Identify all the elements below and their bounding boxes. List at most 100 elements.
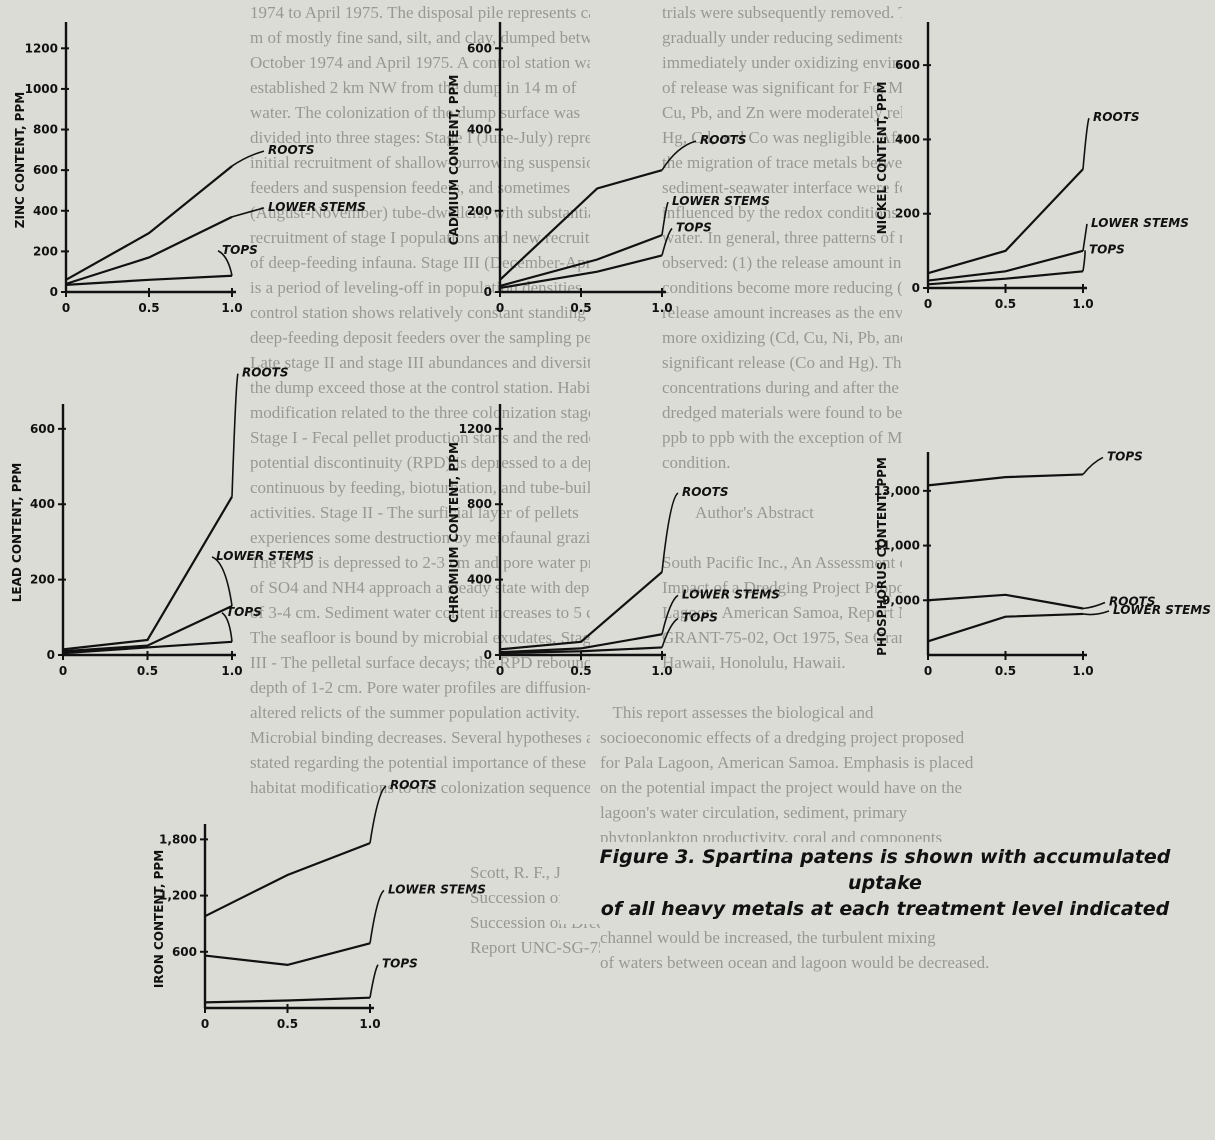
- lead-x-tick-label: 0.5: [137, 664, 158, 678]
- lead-y-tick-label: 400: [30, 497, 55, 511]
- lead-y-tick-label: 200: [30, 573, 55, 587]
- chromium-series-roots-pointer: [661, 492, 679, 573]
- cadmium-x-tick-label: 0.5: [570, 301, 591, 315]
- document-page: 1974 to April 1975. The disposal pile re…: [10, 3, 1211, 1031]
- phosphorus-y-axis-label: PHOSPHORUS CONTENT, PPM: [875, 457, 889, 656]
- nickel-series-roots-label: ROOTS: [1093, 110, 1139, 124]
- zinc-y-tick-label: 400: [33, 204, 58, 218]
- zinc-y-tick-label: 0: [50, 285, 58, 299]
- phosphorus-series-roots-line: [927, 593, 1084, 610]
- nickel-series-lower-stems-pointer: [1082, 223, 1088, 251]
- nickel-x-tick-label: 0.5: [995, 297, 1016, 311]
- nickel-series-roots-pointer: [1082, 117, 1090, 170]
- iron-series-lower-stems-pointer: [369, 889, 385, 944]
- background-text-left-column: 1974 to April 1975. The disposal pile re…: [250, 3, 590, 797]
- nickel-y-tick-label: 600: [895, 58, 920, 72]
- nickel-y-tick-label: 400: [895, 132, 920, 146]
- cadmium-series-roots-pointer: [661, 140, 697, 171]
- cadmium-series-lower-stems-pointer: [661, 201, 669, 236]
- cadmium-x-tick-label: 0: [496, 301, 504, 315]
- zinc-series-roots-label: ROOTS: [268, 143, 314, 157]
- iron-y-tick-label: 1,800: [159, 832, 197, 846]
- iron-series-tops-line: [204, 996, 371, 1004]
- lead-series-tops-line: [62, 640, 233, 655]
- chromium-series-lower-stems-pointer: [661, 594, 679, 635]
- zinc-y-tick-label: 800: [33, 123, 58, 137]
- iron-x-tick-label: 1.0: [359, 1017, 380, 1031]
- phosphorus-y-tick-label: 11,000: [874, 539, 920, 553]
- chromium-series-lower-stems-line: [499, 633, 663, 654]
- iron-series-roots-line: [204, 842, 371, 918]
- chromium-series-roots-label: ROOTS: [682, 485, 728, 499]
- zinc-x-tick-label: 0: [62, 301, 70, 315]
- phosphorus-series-lower-stems-label: LOWER STEMS: [1113, 603, 1211, 617]
- phosphorus-x-tick-label: 0.5: [995, 664, 1016, 678]
- cadmium-series-roots-line: [499, 169, 663, 281]
- lead-y-tick-label: 600: [30, 422, 55, 436]
- chromium-series-tops-pointer: [661, 617, 679, 648]
- iron-series-tops-pointer: [369, 964, 379, 998]
- zinc-x-tick-label: 1.0: [221, 301, 242, 315]
- phosphorus-series-lower-stems-line: [927, 612, 1084, 643]
- chromium-y-tick-label: 1200: [459, 422, 492, 436]
- figure-caption: Figure 3. Spartina patens is shown with …: [560, 842, 1210, 924]
- cadmium-y-axis-label: CADMIUM CONTENT, PPM: [447, 75, 461, 246]
- chromium-y-tick-label: 0: [484, 648, 492, 662]
- phosphorus-series-roots-label: ROOTS: [1109, 594, 1155, 608]
- nickel-series-lower-stems-label: LOWER STEMS: [1091, 216, 1189, 230]
- chromium-series-tops-line: [499, 646, 663, 655]
- nickel-series-roots-line: [927, 168, 1084, 275]
- nickel-y-axis-label: NICKEL CONTENT, PPM: [875, 82, 889, 235]
- phosphorus-series-tops-line: [927, 473, 1084, 487]
- zinc-series-tops-label: TOPS: [222, 243, 258, 257]
- cadmium-x-tick-label: 1.0: [651, 301, 672, 315]
- chart-zinc: 0 200 400 600 800 1000 1200 0 0.5 1.0 ZINC CONTENT…: [13, 22, 366, 315]
- cadmium-series-tops-line: [499, 254, 663, 290]
- cadmium-series-roots-label: ROOTS: [700, 133, 746, 147]
- lead-series-roots-label: ROOTS: [242, 366, 288, 380]
- lead-y-tick-label: 0: [47, 648, 55, 662]
- cadmium-series-tops-label: TOPS: [676, 220, 712, 234]
- nickel-x-tick-label: 1.0: [1072, 297, 1093, 311]
- chart-lead: 0 200 400 600 0 0.5 1.0 LEAD CONTENT, PPM ROOTS L…: [10, 366, 314, 678]
- zinc-y-tick-label: 1000: [25, 82, 58, 96]
- iron-series-roots-pointer: [369, 785, 387, 844]
- zinc-series-roots-line: [65, 165, 233, 281]
- cadmium-y-tick-label: 400: [467, 123, 492, 137]
- chromium-y-axis-label: CHROMIUM CONTENT, PPM: [447, 442, 461, 623]
- phosphorus-x-tick-label: 1.0: [1072, 664, 1093, 678]
- lead-y-axis-label: LEAD CONTENT, PPM: [10, 463, 24, 603]
- zinc-series-roots-pointer: [231, 150, 265, 167]
- lead-x-tick-label: 1.0: [221, 664, 242, 678]
- phosphorus-y-tick-label: 9,000: [882, 593, 920, 607]
- nickel-series-lower-stems-line: [927, 249, 1084, 282]
- phosphorus-series-tops-pointer: [1082, 456, 1104, 475]
- chromium-x-tick-label: 1.0: [651, 664, 672, 678]
- lead-series-lower-stems-line: [62, 605, 233, 653]
- chromium-series-tops-label: TOPS: [682, 610, 718, 624]
- lead-series-tops-pointer: [221, 612, 233, 642]
- zinc-x-tick-label: 0.5: [138, 301, 159, 315]
- phosphorus-y-tick-label: 13,000: [874, 484, 920, 498]
- zinc-series-lower-stems-pointer: [231, 207, 265, 218]
- nickel-x-tick-label: 0: [924, 297, 932, 311]
- chart-cadmium: 0 200 400 600 0 0.5 1.0 CADMIUM CONTENT, PPM ROO…: [447, 22, 770, 315]
- zinc-series-tops-line: [65, 274, 233, 286]
- chromium-y-tick-label: 400: [467, 573, 492, 587]
- nickel-series-tops-label: TOPS: [1089, 242, 1125, 256]
- iron-series-lower-stems-line: [204, 942, 371, 967]
- lead-x-tick-label: 0: [59, 664, 67, 678]
- nickel-series-tops-pointer: [1082, 250, 1086, 272]
- iron-y-tick-label: 1,200: [159, 889, 197, 903]
- cadmium-series-lower-stems-line: [499, 234, 663, 287]
- phosphorus-series-lower-stems-pointer: [1082, 610, 1110, 616]
- zinc-series-tops-pointer: [217, 250, 233, 276]
- zinc-y-tick-label: 200: [33, 244, 58, 258]
- iron-series-tops-label: TOPS: [382, 957, 418, 971]
- nickel-y-tick-label: 0: [912, 281, 920, 295]
- chromium-series-lower-stems-label: LOWER STEMS: [682, 587, 780, 601]
- zinc-y-axis-label: ZINC CONTENT, PPM: [13, 92, 27, 228]
- chart-phosphorus: 9,000 11,000 13,000 0 0.5 1.0 PHOSPHORUS CONTE…: [874, 449, 1211, 678]
- iron-series-roots-label: ROOTS: [390, 778, 436, 792]
- phosphorus-series-tops-label: TOPS: [1107, 449, 1143, 463]
